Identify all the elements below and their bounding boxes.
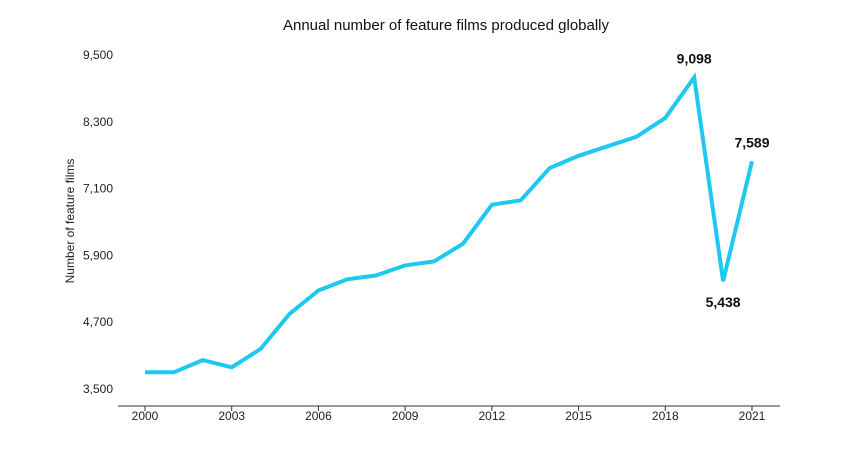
data-label: 7,589	[734, 134, 769, 150]
x-tick-label: 2012	[479, 409, 506, 423]
x-tick-label: 2009	[392, 409, 419, 423]
x-axis: 2000 2003 2006 2009 2012 2015 2018 2021	[118, 405, 780, 423]
y-axis-label: Number of feature films	[63, 159, 77, 284]
x-tick-label: 2006	[305, 409, 332, 423]
x-tick-label: 2021	[739, 409, 766, 423]
y-tick-label: 8,300	[83, 115, 113, 129]
series-group	[145, 72, 754, 375]
y-tick-label: 9,500	[83, 48, 113, 62]
x-tick-label: 2015	[565, 409, 592, 423]
y-tick-label: 3,500	[83, 382, 113, 396]
data-label: 9,098	[677, 50, 712, 66]
series-line	[145, 72, 754, 375]
y-tick-label: 4,700	[83, 315, 113, 329]
y-tick-label: 7,100	[83, 182, 113, 196]
y-tick-label: 5,900	[83, 248, 113, 262]
chart-title: Annual number of feature films produced …	[283, 17, 610, 34]
x-tick-label: 2000	[132, 409, 159, 423]
x-tick-label: 2003	[218, 409, 245, 423]
y-axis-ticks: 3,500 4,700 5,900 7,100 8,300 9,500	[83, 48, 113, 396]
annotations-group: 9,098 5,438 7,589	[677, 50, 770, 310]
x-tick-label: 2018	[652, 409, 679, 423]
data-label: 5,438	[706, 294, 741, 310]
